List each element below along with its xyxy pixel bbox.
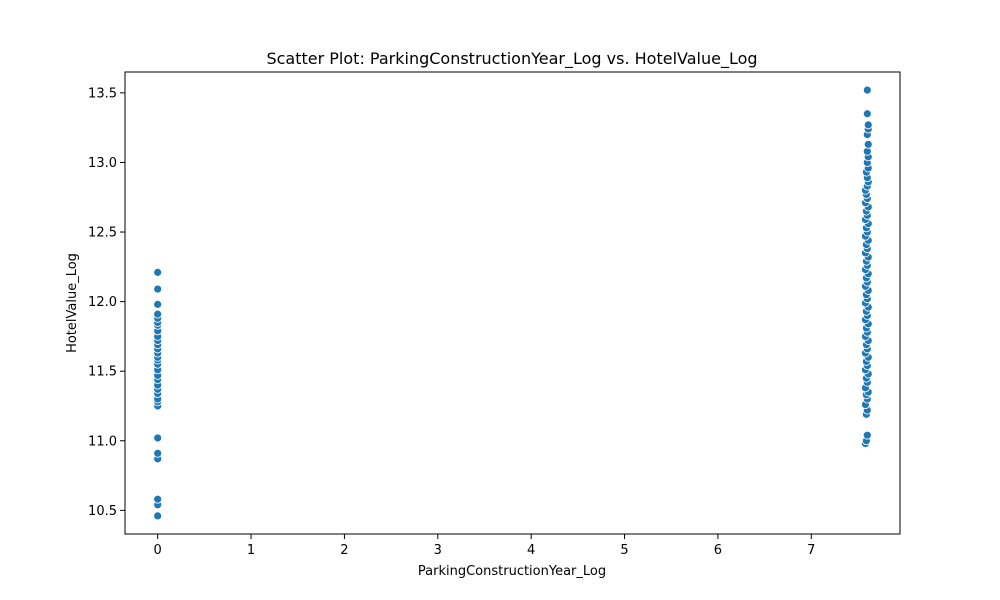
scatter-point bbox=[153, 511, 163, 521]
y-tick-label: 12.5 bbox=[88, 226, 117, 241]
scatter-point bbox=[153, 448, 163, 458]
x-axis: 0 1 2 3 4 5 6 7 bbox=[154, 534, 815, 558]
x-tick-label: 3 bbox=[434, 543, 442, 558]
scatter-point bbox=[153, 284, 163, 294]
x-tick-label: 1 bbox=[247, 543, 255, 558]
scatter-point bbox=[153, 309, 163, 319]
y-axis: 10.5 11.0 11.5 12.0 12.5 13.0 13.5 bbox=[88, 86, 125, 519]
y-tick-label: 13.5 bbox=[88, 86, 117, 101]
scatter-point bbox=[153, 433, 163, 443]
scatter-point bbox=[863, 120, 873, 130]
scatter-point bbox=[862, 109, 872, 119]
x-tick-label: 6 bbox=[714, 543, 722, 558]
x-tick-label: 5 bbox=[620, 543, 628, 558]
scatter-point bbox=[863, 139, 873, 149]
scatter-point bbox=[153, 267, 163, 277]
x-tick-label: 0 bbox=[154, 543, 162, 558]
scatter-point bbox=[153, 494, 163, 504]
y-tick-label: 13.0 bbox=[88, 156, 117, 171]
y-tick-label: 11.5 bbox=[88, 365, 117, 380]
x-tick-label: 7 bbox=[807, 543, 815, 558]
y-tick-label: 11.0 bbox=[88, 434, 117, 449]
points-layer bbox=[153, 85, 873, 521]
y-axis-label: HotelValue_Log bbox=[65, 253, 80, 353]
chart-title: Scatter Plot: ParkingConstructionYear_Lo… bbox=[266, 49, 757, 69]
x-tick-label: 2 bbox=[340, 543, 348, 558]
scatter-point bbox=[862, 430, 872, 440]
scatter-point bbox=[153, 299, 163, 309]
x-tick-label: 4 bbox=[527, 543, 535, 558]
scatter-point bbox=[862, 85, 872, 95]
y-tick-label: 10.5 bbox=[88, 504, 117, 519]
x-axis-label: ParkingConstructionYear_Log bbox=[418, 564, 606, 579]
plot-frame bbox=[124, 71, 901, 535]
y-tick-label: 12.0 bbox=[88, 295, 117, 310]
